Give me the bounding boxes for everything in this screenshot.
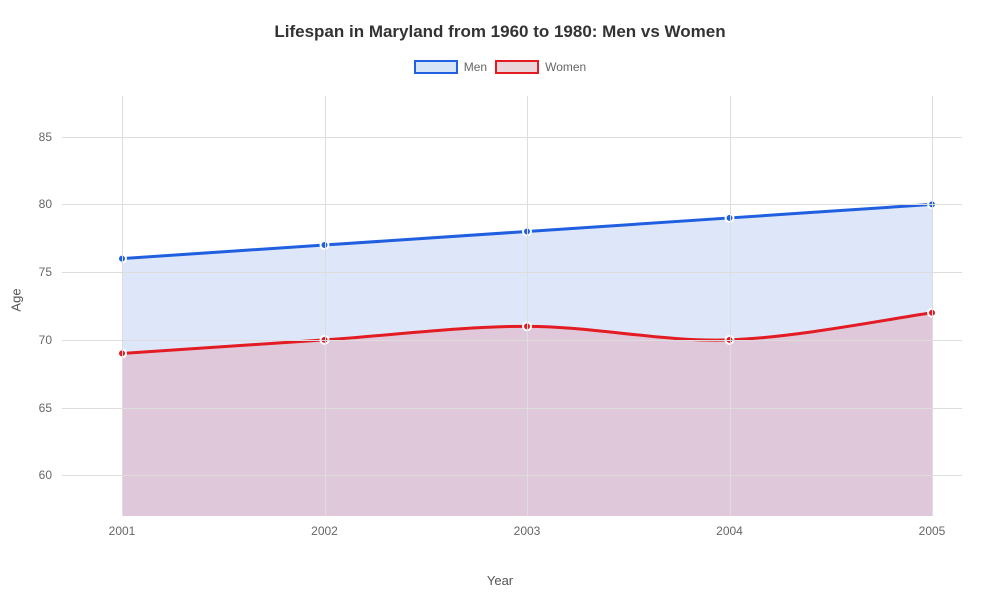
legend-label-men: Men	[464, 60, 487, 74]
y-tick-label: 80	[39, 197, 52, 211]
y-axis-label: Age	[9, 288, 24, 311]
y-tick-label: 60	[39, 468, 52, 482]
gridline-horizontal	[62, 137, 962, 138]
gridline-horizontal	[62, 204, 962, 205]
x-tick-label: 2003	[514, 524, 541, 538]
gridline-vertical	[730, 96, 731, 516]
plot-svg	[62, 96, 362, 246]
gridline-horizontal	[62, 272, 962, 273]
chart-title: Lifespan in Maryland from 1960 to 1980: …	[0, 0, 1000, 42]
gridline-horizontal	[62, 475, 962, 476]
gridline-vertical	[932, 96, 933, 516]
gridline-vertical	[122, 96, 123, 516]
legend-label-women: Women	[545, 60, 586, 74]
x-tick-label: 2002	[311, 524, 338, 538]
legend-item-women: Women	[495, 60, 586, 74]
gridline-horizontal	[62, 340, 962, 341]
x-tick-label: 2005	[919, 524, 946, 538]
y-tick-label: 75	[39, 265, 52, 279]
chart-container: Lifespan in Maryland from 1960 to 1980: …	[0, 0, 1000, 600]
y-tick-label: 85	[39, 130, 52, 144]
legend-swatch-women	[495, 60, 539, 74]
x-tick-label: 2004	[716, 524, 743, 538]
plot-area: 20012002200320042005606570758085	[62, 96, 962, 516]
legend: Men Women	[0, 60, 1000, 74]
y-tick-label: 65	[39, 401, 52, 415]
x-tick-label: 2001	[109, 524, 136, 538]
gridline-horizontal	[62, 408, 962, 409]
x-axis-label: Year	[487, 573, 513, 588]
legend-swatch-men	[414, 60, 458, 74]
gridline-vertical	[325, 96, 326, 516]
legend-item-men: Men	[414, 60, 487, 74]
gridline-vertical	[527, 96, 528, 516]
y-tick-label: 70	[39, 333, 52, 347]
